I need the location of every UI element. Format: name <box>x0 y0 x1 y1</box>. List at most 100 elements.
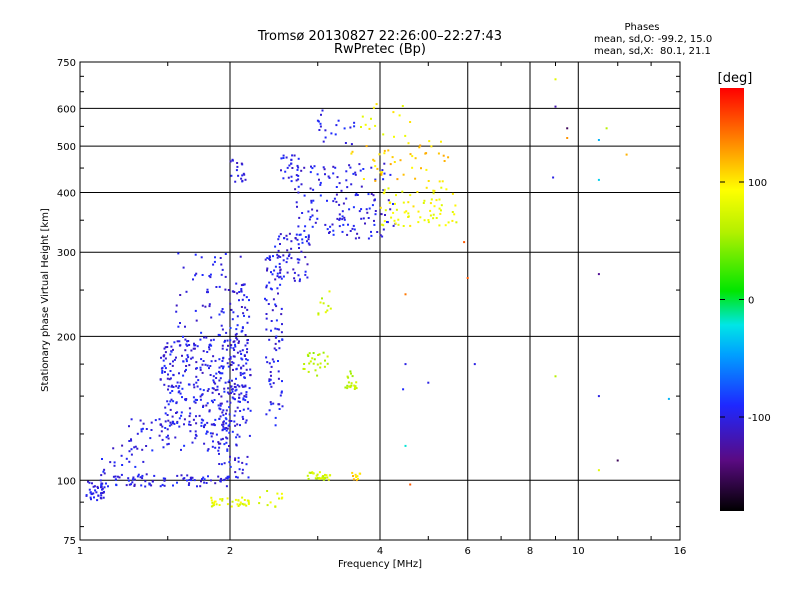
data-point <box>178 385 181 388</box>
data-point <box>235 377 237 380</box>
data-point <box>245 504 248 507</box>
data-point <box>219 377 222 380</box>
data-point <box>196 385 199 388</box>
chart-subtitle: RwPretec (Bp) <box>334 42 426 57</box>
y-tick-labels: 75 100 200 300 400 500 600 750 <box>57 58 76 547</box>
data-point <box>268 362 271 365</box>
data-point <box>295 179 298 182</box>
data-point <box>282 275 285 278</box>
data-point <box>424 152 427 155</box>
colorbar-label: [deg] <box>718 71 753 86</box>
data-point <box>175 412 177 414</box>
data-point <box>383 220 386 223</box>
data-point <box>243 395 246 398</box>
data-point <box>171 422 174 424</box>
data-point <box>202 419 205 422</box>
data-point <box>278 497 280 500</box>
data-point <box>268 281 271 284</box>
data-point <box>239 410 242 412</box>
data-point <box>269 258 272 261</box>
data-point <box>354 385 357 388</box>
data-point <box>125 484 128 487</box>
data-point <box>335 200 338 203</box>
data-point <box>190 349 193 352</box>
data-point <box>379 206 382 209</box>
data-point <box>297 261 300 264</box>
data-point <box>161 425 164 428</box>
data-point <box>195 272 198 275</box>
data-point <box>234 457 237 460</box>
data-point <box>293 277 296 280</box>
data-point <box>114 475 117 478</box>
data-point <box>315 474 318 477</box>
data-point <box>276 328 279 331</box>
data-point <box>433 205 436 208</box>
data-point <box>237 400 240 403</box>
data-point <box>303 363 306 365</box>
data-point <box>319 122 322 125</box>
data-point <box>338 182 341 185</box>
data-point <box>211 432 214 435</box>
data-point <box>368 207 371 210</box>
data-point <box>237 342 240 344</box>
data-point <box>334 133 337 136</box>
data-point <box>667 397 670 400</box>
data-point <box>224 381 227 384</box>
data-point <box>234 471 237 474</box>
data-point <box>210 435 213 438</box>
data-point <box>350 384 353 387</box>
data-point <box>307 477 310 480</box>
data-point <box>283 237 286 240</box>
data-point <box>276 272 279 275</box>
data-point <box>245 463 248 466</box>
data-point <box>246 308 249 311</box>
data-point <box>210 360 213 363</box>
data-point <box>130 438 132 441</box>
data-point <box>221 360 224 362</box>
data-point <box>298 280 301 283</box>
data-point <box>203 478 206 481</box>
data-point <box>355 387 358 390</box>
data-point <box>184 349 187 352</box>
data-point <box>236 423 239 426</box>
data-point <box>380 173 383 176</box>
data-point <box>276 275 279 278</box>
data-point <box>208 410 211 413</box>
data-point <box>168 378 171 381</box>
data-point <box>373 199 376 202</box>
data-point <box>265 413 268 416</box>
data-point <box>186 354 189 357</box>
data-point <box>222 425 225 428</box>
data-point <box>288 253 291 256</box>
data-point <box>227 387 230 390</box>
data-point <box>273 269 276 272</box>
data-point <box>316 217 319 220</box>
data-point <box>397 223 400 226</box>
data-point <box>201 304 204 307</box>
data-point <box>100 486 102 489</box>
data-point <box>193 342 195 345</box>
data-point <box>241 349 244 352</box>
data-point <box>130 439 133 442</box>
data-point <box>233 393 236 395</box>
data-point <box>220 438 223 441</box>
data-point <box>151 449 154 452</box>
data-point <box>176 481 178 484</box>
data-point <box>185 365 188 367</box>
data-point <box>149 437 152 440</box>
data-point <box>220 365 223 368</box>
data-point <box>130 448 133 451</box>
data-point <box>164 357 167 360</box>
data-point <box>229 455 231 458</box>
data-point <box>274 505 277 508</box>
data-point <box>191 441 194 444</box>
data-point <box>177 325 180 328</box>
data-point <box>318 129 321 131</box>
data-point <box>100 497 103 500</box>
data-point <box>264 297 266 300</box>
data-point <box>270 329 272 332</box>
data-point <box>207 291 209 294</box>
data-point <box>189 424 192 426</box>
data-point <box>322 475 325 478</box>
data-point <box>418 146 421 149</box>
